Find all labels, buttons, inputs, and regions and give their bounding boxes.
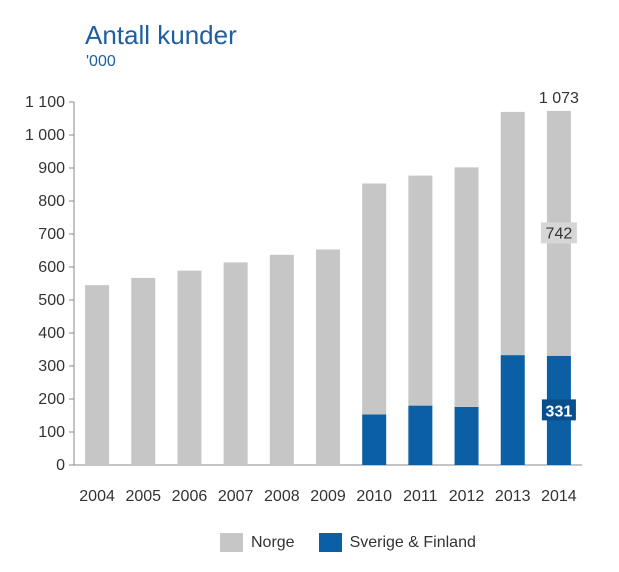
data-label-bg: [541, 399, 576, 421]
bar-norge: [177, 270, 202, 465]
y-tick-label: 1 100: [25, 94, 65, 111]
y-tick-label: 0: [56, 457, 65, 474]
legend-label-sverige-finland: Sverige & Finland: [349, 533, 476, 551]
legend-label-norge: Norge: [251, 533, 295, 551]
data-label-sverige-finland: 331: [546, 403, 573, 420]
y-tick-label: 100: [38, 424, 65, 441]
chart-title: Antall kunder: [85, 20, 237, 50]
x-tick-label: 2005: [125, 488, 161, 505]
x-tick-label: 2012: [449, 488, 485, 505]
x-tick-label: 2014: [541, 488, 577, 505]
bar-norge: [316, 249, 340, 465]
bar-sverige-finland: [500, 355, 525, 465]
bar-sverige-finland: [362, 414, 387, 465]
x-tick-label: 2011: [403, 488, 438, 505]
bar-norge: [85, 285, 110, 465]
y-tick-label: 600: [38, 259, 65, 276]
x-tick-label: 2008: [264, 488, 300, 505]
y-tick-label: 300: [38, 358, 65, 375]
y-tick-label: 900: [38, 160, 65, 177]
x-tick-label: 2006: [172, 488, 208, 505]
y-tick-label: 200: [38, 391, 65, 408]
legend-swatch-norge: [220, 533, 243, 552]
y-tick-label: 800: [38, 193, 65, 210]
bar-norge: [408, 175, 433, 406]
bar-norge: [362, 183, 387, 415]
y-tick-label: 1 000: [25, 127, 65, 144]
bar-norge: [223, 262, 248, 465]
data-label-norge: 742: [546, 225, 573, 242]
x-tick-label: 2007: [218, 488, 254, 505]
legend-item-sverige-finland: Sverige & Finland: [318, 533, 476, 552]
bar-sverige-finland: [454, 406, 479, 465]
chart-subtitle: '000: [86, 53, 116, 70]
x-tick-label: 2013: [495, 488, 531, 505]
bar-norge: [269, 254, 294, 465]
x-tick-label: 2010: [356, 488, 392, 505]
bar-sverige-finland: [408, 405, 433, 465]
bar-norge: [454, 167, 479, 407]
legend: Norge Sverige & Finland: [220, 533, 500, 552]
legend-item-norge: Norge: [220, 533, 295, 552]
y-tick-label: 700: [38, 226, 65, 243]
bar-norge: [131, 277, 156, 465]
y-tick-label: 500: [38, 292, 65, 309]
y-tick-label: 400: [38, 325, 65, 342]
total-label: 1 073: [539, 90, 579, 107]
bar-norge: [500, 111, 525, 356]
x-tick-label: 2009: [310, 488, 346, 505]
data-label-bg: [540, 222, 577, 244]
x-tick-label: 2004: [79, 488, 115, 505]
legend-swatch-sverige-finland: [318, 533, 342, 552]
